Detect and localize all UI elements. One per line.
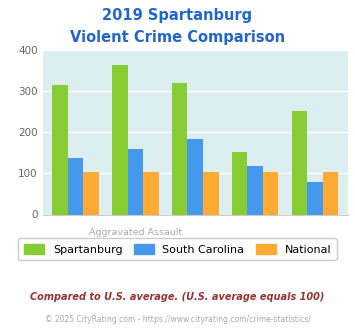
Text: Compared to U.S. average. (U.S. average equals 100): Compared to U.S. average. (U.S. average … xyxy=(30,292,325,302)
Bar xyxy=(52,84,68,214)
Bar xyxy=(187,139,203,214)
Text: Murder & Mans...: Murder & Mans... xyxy=(155,248,236,256)
Legend: Spartanburg, South Carolina, National: Spartanburg, South Carolina, National xyxy=(18,238,337,260)
Text: All Violent Crime: All Violent Crime xyxy=(36,248,115,256)
Bar xyxy=(68,158,83,214)
Bar xyxy=(203,172,219,215)
Bar xyxy=(172,83,187,214)
Bar xyxy=(83,172,99,215)
Bar xyxy=(247,166,263,214)
Bar xyxy=(127,149,143,214)
Text: Rape: Rape xyxy=(243,248,267,256)
Bar xyxy=(291,111,307,214)
Bar xyxy=(143,172,159,215)
Text: Aggravated Assault: Aggravated Assault xyxy=(89,228,182,237)
Bar xyxy=(307,182,323,214)
Bar xyxy=(232,152,247,214)
Bar xyxy=(263,172,278,215)
Bar xyxy=(323,172,338,215)
Text: Robbery: Robbery xyxy=(295,248,335,256)
Bar xyxy=(112,65,127,214)
Text: Violent Crime Comparison: Violent Crime Comparison xyxy=(70,30,285,45)
Text: 2019 Spartanburg: 2019 Spartanburg xyxy=(103,8,252,23)
Text: © 2025 CityRating.com - https://www.cityrating.com/crime-statistics/: © 2025 CityRating.com - https://www.city… xyxy=(45,315,310,324)
